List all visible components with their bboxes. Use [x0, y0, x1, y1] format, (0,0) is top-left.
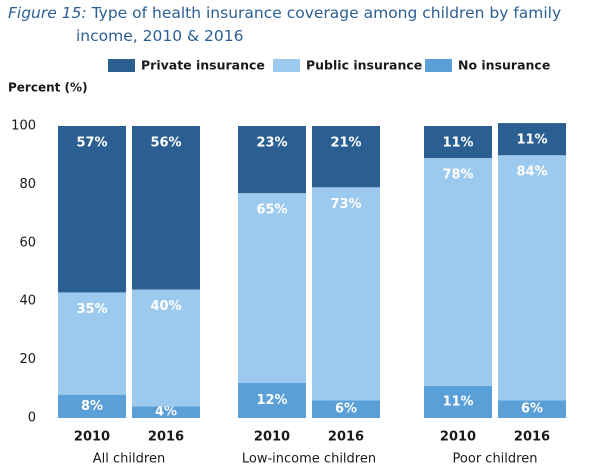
group-label: Low-income children — [242, 452, 376, 467]
value-label: 57% — [76, 136, 107, 151]
value-label: 11% — [442, 394, 473, 409]
value-label: 73% — [330, 197, 361, 212]
value-label: 35% — [76, 302, 107, 317]
bar-segment — [238, 126, 306, 194]
bar-segment — [312, 400, 380, 418]
legend-swatch — [425, 59, 452, 72]
value-label: 78% — [442, 168, 473, 183]
y-tick-label: 60 — [19, 235, 36, 250]
bar-segment — [312, 126, 380, 188]
value-label: 21% — [330, 136, 361, 151]
bar-segment — [424, 126, 492, 159]
x-tick-label: 2010 — [254, 430, 290, 445]
bar-segment — [132, 289, 200, 407]
y-tick-label: 100 — [11, 119, 36, 134]
legend-label: Private insurance — [141, 58, 265, 73]
bar-segment — [498, 400, 566, 418]
value-label: 11% — [516, 133, 547, 148]
y-tick-label: 0 — [28, 411, 36, 426]
value-label: 4% — [155, 405, 177, 420]
value-label: 6% — [335, 402, 357, 417]
bar-segment — [58, 126, 126, 293]
y-tick-label: 20 — [19, 352, 36, 367]
bar-segment — [132, 126, 200, 290]
bar-segment — [424, 385, 492, 418]
value-label: 12% — [256, 393, 287, 408]
x-tick-label: 2016 — [148, 430, 184, 445]
bar-segment — [132, 406, 200, 418]
y-axis-label: Percent (%) — [8, 81, 88, 95]
legend-swatch — [108, 59, 135, 72]
legend-label: Public insurance — [306, 58, 422, 73]
legend-swatch — [273, 59, 300, 72]
value-label: 6% — [521, 402, 543, 417]
x-tick-label: 2016 — [514, 430, 550, 445]
title-text: Type of health insurance coverage among … — [76, 4, 562, 45]
bar-segment — [238, 193, 306, 383]
group-label: All children — [93, 452, 165, 467]
chart-title: Figure 15: Type of health insurance cove… — [8, 2, 593, 48]
value-label: 56% — [150, 136, 181, 151]
y-tick-label: 80 — [19, 177, 36, 192]
value-label: 84% — [516, 165, 547, 180]
bar-segment — [312, 187, 380, 401]
x-tick-label: 2016 — [328, 430, 364, 445]
bar-segment — [498, 123, 566, 156]
value-label: 11% — [442, 136, 473, 151]
bar-segment — [498, 155, 566, 401]
bar-segment — [424, 158, 492, 386]
value-label: 40% — [150, 299, 181, 314]
figure-label: Figure 15: — [8, 4, 87, 22]
group-label: Poor children — [453, 452, 538, 467]
x-tick-label: 2010 — [74, 430, 110, 445]
bar-segment — [58, 394, 126, 418]
x-tick-label: 2010 — [440, 430, 476, 445]
bar-segment — [238, 382, 306, 418]
bar-segment — [58, 292, 126, 395]
value-label: 8% — [81, 399, 103, 414]
legend-label: No insurance — [458, 58, 550, 73]
value-label: 23% — [256, 136, 287, 151]
y-tick-label: 40 — [19, 294, 36, 309]
value-label: 65% — [256, 203, 287, 218]
